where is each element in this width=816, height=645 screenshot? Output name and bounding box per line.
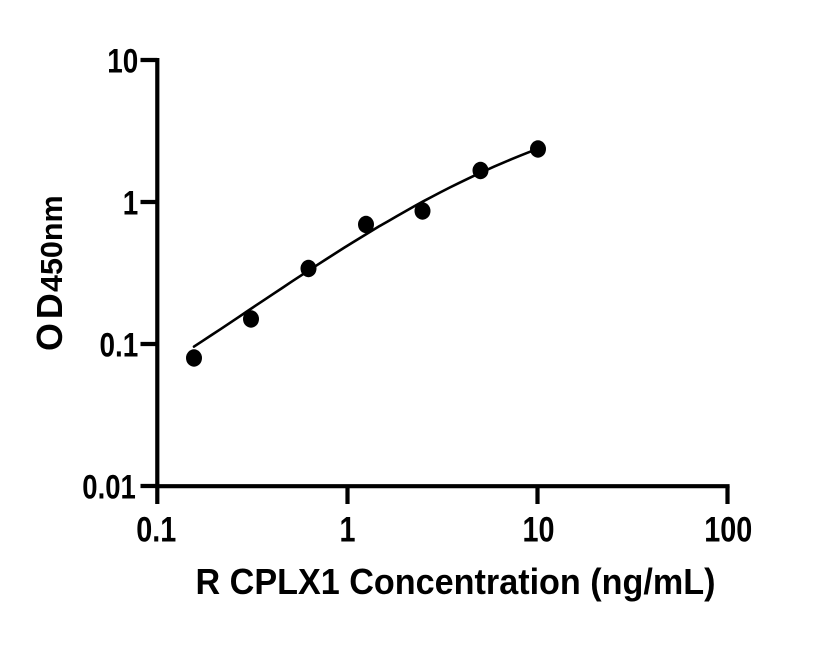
svg-text:10: 10 bbox=[107, 42, 138, 80]
svg-text:0.01: 0.01 bbox=[82, 468, 136, 506]
svg-text:0.1: 0.1 bbox=[136, 510, 176, 549]
svg-text:450nm: 450nm bbox=[35, 195, 69, 292]
svg-text:1: 1 bbox=[340, 510, 356, 549]
svg-text:R CPLX1 Concentration (ng/mL): R CPLX1 Concentration (ng/mL) bbox=[196, 562, 716, 602]
svg-text:1: 1 bbox=[123, 184, 139, 222]
svg-text:OD: OD bbox=[30, 289, 70, 351]
svg-text:0.1: 0.1 bbox=[100, 326, 139, 364]
svg-text:100: 100 bbox=[704, 510, 752, 549]
svg-text:10: 10 bbox=[523, 510, 555, 549]
